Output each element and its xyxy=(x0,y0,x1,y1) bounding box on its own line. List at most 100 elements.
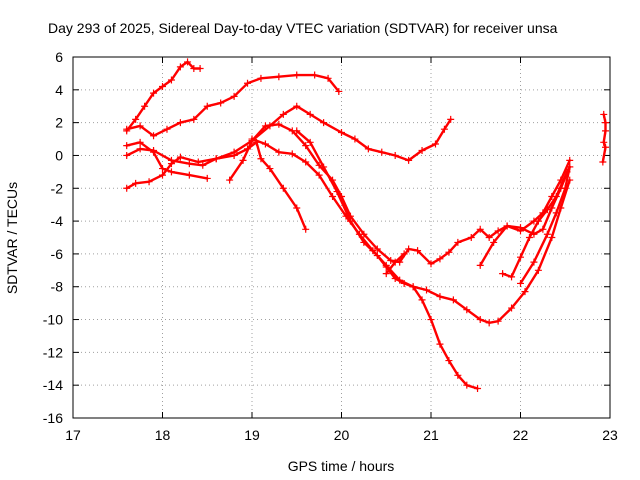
data-point xyxy=(599,158,607,166)
data-point xyxy=(141,102,149,110)
trace-11 xyxy=(499,168,571,281)
data-point xyxy=(320,119,328,127)
y-tick-label: -14 xyxy=(43,377,63,393)
data-point xyxy=(543,230,551,238)
data-point xyxy=(454,238,462,246)
data-point xyxy=(423,286,431,294)
data-point xyxy=(418,147,426,155)
data-point xyxy=(602,119,610,127)
data-point xyxy=(400,279,408,287)
axis-ticks: 17 18 19 20 21 22 23 -16 -14 -12 -10 -8 -6 -4 -2 0 2 4 6 xyxy=(43,49,618,443)
data-point xyxy=(123,125,131,133)
data-point xyxy=(463,306,471,314)
data-point xyxy=(525,234,533,241)
data-point xyxy=(447,115,455,123)
data-point xyxy=(467,234,475,241)
data-point xyxy=(494,317,502,325)
data-point xyxy=(454,371,462,379)
plot-frame xyxy=(72,56,611,419)
trace-2 xyxy=(123,71,343,140)
data-point xyxy=(136,138,144,146)
data-point xyxy=(184,58,192,66)
data-point xyxy=(230,151,238,159)
y-tick-label: -4 xyxy=(51,213,64,229)
trace-5 xyxy=(123,138,310,233)
data-point xyxy=(485,319,493,327)
data-point xyxy=(163,125,171,133)
y-tick-label: -16 xyxy=(43,410,63,426)
data-point xyxy=(539,225,547,233)
data-point xyxy=(132,115,140,123)
data-point xyxy=(552,209,560,217)
data-point xyxy=(217,99,225,107)
data-point xyxy=(400,250,408,258)
data-point xyxy=(351,135,359,143)
data-point xyxy=(436,340,444,348)
data-point xyxy=(499,270,507,278)
data-point xyxy=(293,127,301,135)
data-point xyxy=(293,102,301,110)
data-point xyxy=(517,227,524,235)
data-point xyxy=(534,217,542,225)
data-point xyxy=(436,293,444,301)
data-point xyxy=(476,261,484,269)
data-point xyxy=(302,142,310,150)
data-series xyxy=(123,58,610,392)
grid xyxy=(73,57,610,418)
data-point xyxy=(440,125,448,133)
data-point xyxy=(405,245,413,253)
data-point xyxy=(508,273,516,281)
data-point xyxy=(445,357,453,365)
data-point xyxy=(167,168,175,176)
data-point xyxy=(391,151,399,159)
data-point xyxy=(503,222,511,230)
data-point xyxy=(239,156,247,164)
data-point xyxy=(485,234,493,241)
data-point xyxy=(324,74,332,82)
data-point xyxy=(203,102,211,110)
trace-6-line xyxy=(228,123,571,265)
data-point xyxy=(405,156,413,164)
y-tick-label: -8 xyxy=(51,279,64,295)
data-point xyxy=(244,79,252,87)
data-point xyxy=(378,148,386,156)
data-point xyxy=(315,171,323,179)
data-point xyxy=(445,248,453,256)
data-point xyxy=(427,260,435,268)
data-point xyxy=(123,151,131,159)
data-point xyxy=(150,132,158,140)
x-tick-label: 18 xyxy=(155,427,171,443)
x-tick-label: 20 xyxy=(334,427,350,443)
trace-4 xyxy=(123,138,211,182)
data-point xyxy=(463,381,471,389)
data-point xyxy=(203,174,211,182)
data-point xyxy=(387,256,395,264)
data-point xyxy=(338,128,345,136)
data-point xyxy=(293,204,301,212)
data-point xyxy=(257,74,265,82)
y-axis-label: SDTVAR / TECUs xyxy=(4,182,20,294)
data-point xyxy=(427,316,435,324)
data-point xyxy=(600,138,608,146)
data-point xyxy=(136,122,144,130)
data-point xyxy=(261,140,269,148)
data-point xyxy=(490,238,498,246)
data-point xyxy=(418,296,426,304)
data-point xyxy=(360,238,368,246)
x-tick-label: 19 xyxy=(244,427,260,443)
data-point xyxy=(275,73,283,81)
data-point xyxy=(449,296,457,304)
trace-3 xyxy=(123,102,455,192)
trace-8 xyxy=(293,127,482,392)
data-point xyxy=(145,178,153,186)
trace-1 xyxy=(123,58,204,135)
trace-8-line xyxy=(295,129,479,390)
data-point xyxy=(474,384,482,392)
data-point xyxy=(132,179,140,187)
data-point xyxy=(302,225,310,233)
data-point xyxy=(320,163,328,171)
data-point xyxy=(275,120,283,128)
data-point xyxy=(123,184,131,192)
data-point xyxy=(275,148,283,156)
